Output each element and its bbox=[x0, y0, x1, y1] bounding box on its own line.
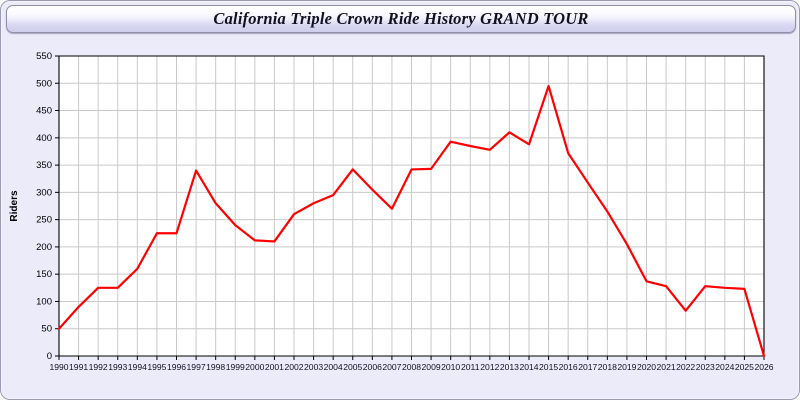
x-axis-label: 2011 bbox=[461, 362, 480, 372]
x-axis-label: 2001 bbox=[265, 362, 284, 372]
x-axis-label: 2002 bbox=[284, 362, 303, 372]
x-axis-label: 2017 bbox=[578, 362, 597, 372]
x-axis-label: 2005 bbox=[343, 362, 362, 372]
y-axis-label: 350 bbox=[36, 160, 52, 171]
y-axis-title: Riders bbox=[9, 190, 20, 222]
x-axis-label: 1992 bbox=[89, 362, 108, 372]
y-axis-label: 0 bbox=[47, 351, 52, 362]
x-axis-label: 1991 bbox=[69, 362, 88, 372]
x-axis-label: 1999 bbox=[226, 362, 245, 372]
x-axis-label: 2013 bbox=[500, 362, 519, 372]
x-axis-label: 2024 bbox=[715, 362, 734, 372]
x-axis-label: 2014 bbox=[519, 362, 538, 372]
y-axis-label: 550 bbox=[36, 51, 52, 62]
x-axis-label: 2007 bbox=[382, 362, 401, 372]
x-axis-label: 1993 bbox=[108, 362, 127, 372]
x-axis-label: 2022 bbox=[676, 362, 695, 372]
y-axis-label: 200 bbox=[36, 242, 52, 253]
x-axis-label: 2010 bbox=[441, 362, 460, 372]
y-axis-label: 500 bbox=[36, 78, 52, 89]
y-axis-label: 400 bbox=[36, 133, 52, 144]
y-axis-label: 150 bbox=[36, 269, 52, 280]
x-axis-label: 1994 bbox=[128, 362, 147, 372]
x-axis-label: 2020 bbox=[637, 362, 656, 372]
y-axis-label: 250 bbox=[36, 215, 52, 226]
x-axis-label: 1996 bbox=[167, 362, 186, 372]
page-title: California Triple Crown Ride History GRA… bbox=[213, 9, 589, 28]
x-axis-label: 2006 bbox=[363, 362, 382, 372]
y-axis-label: 450 bbox=[36, 106, 52, 117]
x-axis-label: 2009 bbox=[422, 362, 441, 372]
y-axis-label: 50 bbox=[41, 324, 52, 335]
x-axis-label: 2023 bbox=[696, 362, 715, 372]
x-axis-label: 2015 bbox=[539, 362, 558, 372]
x-axis-label: 1990 bbox=[49, 362, 68, 372]
x-axis-label: 2026 bbox=[754, 362, 773, 372]
window-titlebar: California Triple Crown Ride History GRA… bbox=[6, 5, 796, 33]
x-axis-label: 2018 bbox=[598, 362, 617, 372]
x-axis-label: 2025 bbox=[735, 362, 754, 372]
y-axis-label: 100 bbox=[36, 296, 52, 307]
data-series-0 bbox=[57, 84, 766, 358]
y-axis-label: 300 bbox=[36, 187, 52, 198]
x-axis-label: 2016 bbox=[559, 362, 578, 372]
x-axis-label: 1997 bbox=[187, 362, 206, 372]
x-axis-label: 1998 bbox=[206, 362, 225, 372]
x-axis-label: 2003 bbox=[304, 362, 323, 372]
x-axis-label: 2012 bbox=[480, 362, 499, 372]
x-axis-label: 2008 bbox=[402, 362, 421, 372]
x-axis-label: 2000 bbox=[245, 362, 264, 372]
x-axis-label: 2019 bbox=[617, 362, 636, 372]
chart-plot-area: 0 50 100 150 200 250 300 350 400 450 500 550 1990 199… bbox=[1, 35, 799, 399]
x-axis-label: 2004 bbox=[324, 362, 343, 372]
x-axis-label: 1995 bbox=[147, 362, 166, 372]
x-axis-label: 2021 bbox=[657, 362, 676, 372]
